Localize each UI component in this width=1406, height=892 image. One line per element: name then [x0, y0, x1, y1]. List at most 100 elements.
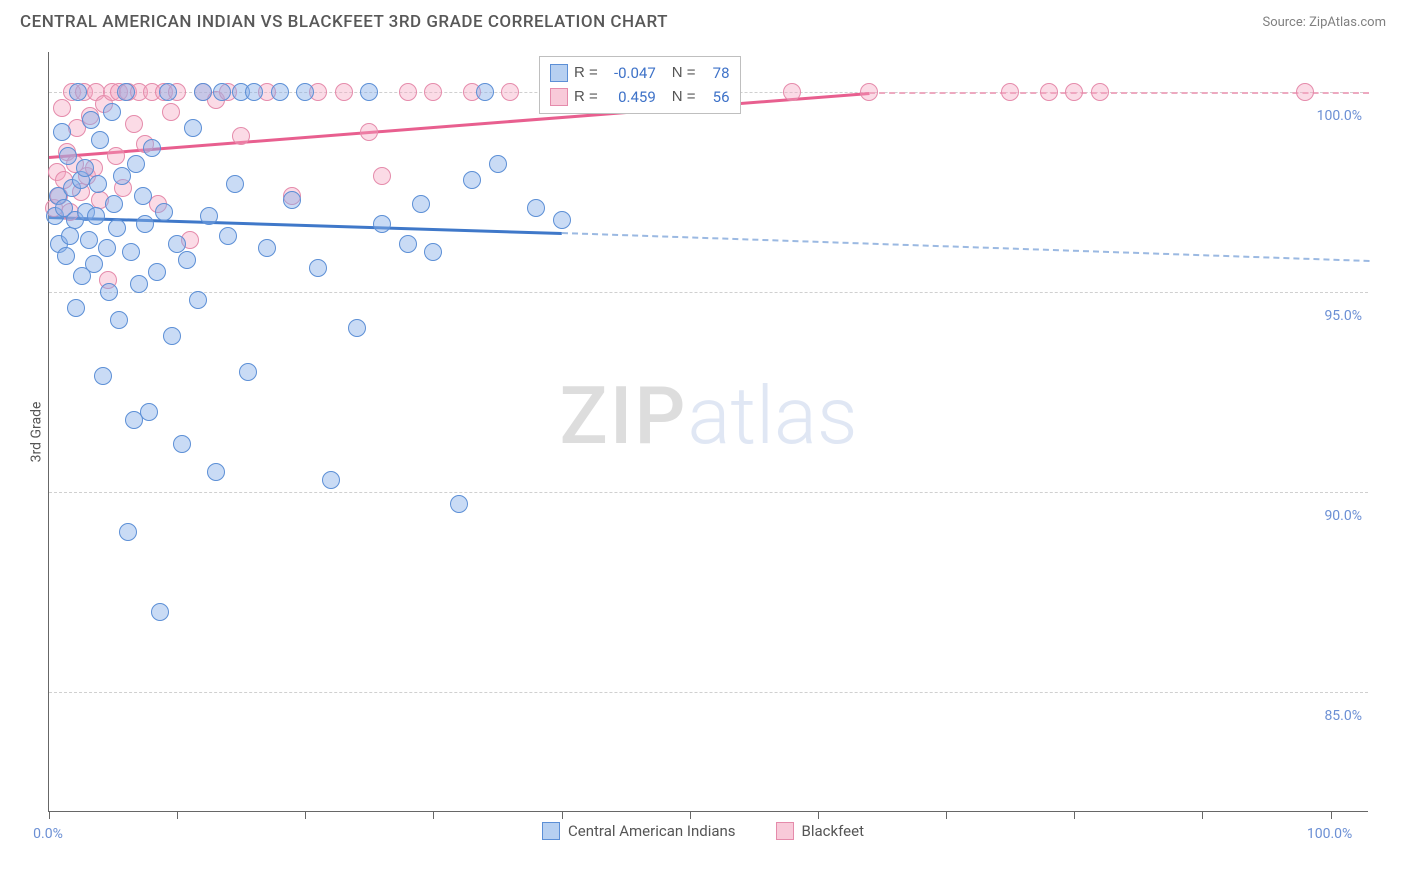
scatter-point-pink — [360, 123, 378, 141]
scatter-point-blue — [178, 251, 196, 269]
scatter-point-blue — [59, 147, 77, 165]
bottom-legend: Central American Indians Blackfeet — [0, 822, 1406, 840]
scatter-point-pink — [1065, 83, 1083, 101]
scatter-point-pink — [424, 83, 442, 101]
y-axis-label: 3rd Grade — [28, 402, 44, 463]
scatter-point-blue — [322, 471, 340, 489]
swatch-blue — [542, 822, 560, 840]
scatter-point-blue — [119, 523, 137, 541]
trendline-blue-dashed — [562, 232, 1369, 262]
y-tick-label: 90.0% — [1324, 508, 1362, 524]
scatter-point-blue — [373, 215, 391, 233]
x-tick — [946, 811, 947, 819]
scatter-point-blue — [476, 83, 494, 101]
scatter-point-blue — [82, 111, 100, 129]
scatter-point-pink — [125, 115, 143, 133]
stat-row-blue: R = -0.047 N = 78 — [550, 61, 730, 85]
scatter-point-blue — [57, 247, 75, 265]
scatter-point-pink — [373, 167, 391, 185]
scatter-point-blue — [69, 83, 87, 101]
scatter-point-blue — [110, 311, 128, 329]
scatter-point-pink — [860, 83, 878, 101]
scatter-point-blue — [140, 403, 158, 421]
scatter-point-blue — [553, 211, 571, 229]
x-tick — [305, 811, 306, 819]
scatter-point-pink — [162, 103, 180, 121]
scatter-point-blue — [91, 131, 109, 149]
scatter-point-blue — [489, 155, 507, 173]
scatter-point-blue — [151, 603, 169, 621]
correlation-stat-box: R = -0.047 N = 78 R = 0.459 N = 56 — [539, 56, 741, 114]
scatter-point-blue — [94, 367, 112, 385]
stat-row-pink: R = 0.459 N = 56 — [550, 85, 730, 109]
x-tick — [562, 811, 563, 819]
gridline-h — [49, 492, 1368, 493]
scatter-point-pink — [232, 127, 250, 145]
x-tick — [433, 811, 434, 819]
scatter-point-blue — [226, 175, 244, 193]
chart-plot-area: 85.0%90.0%95.0%100.0% ZIPatlas R = -0.04… — [48, 52, 1368, 812]
scatter-point-blue — [399, 235, 417, 253]
scatter-point-blue — [130, 275, 148, 293]
scatter-point-pink — [335, 83, 353, 101]
scatter-point-blue — [61, 227, 79, 245]
scatter-point-blue — [53, 123, 71, 141]
scatter-point-blue — [213, 83, 231, 101]
x-tick — [690, 811, 691, 819]
legend-label: Central American Indians — [568, 822, 736, 840]
scatter-point-blue — [108, 219, 126, 237]
watermark: ZIPatlas — [560, 369, 858, 463]
legend-item-pink: Blackfeet — [776, 822, 864, 840]
x-tick — [1074, 811, 1075, 819]
gridline-h — [49, 292, 1368, 293]
scatter-point-blue — [87, 207, 105, 225]
scatter-point-pink — [1001, 83, 1019, 101]
legend-label: Blackfeet — [802, 822, 864, 840]
x-tick — [818, 811, 819, 819]
scatter-point-blue — [412, 195, 430, 213]
scatter-point-blue — [527, 199, 545, 217]
scatter-point-blue — [76, 159, 94, 177]
x-tick-label: 100.0% — [1307, 826, 1352, 842]
scatter-point-blue — [80, 231, 98, 249]
x-tick-label: 0.0% — [33, 826, 63, 842]
x-tick — [1331, 811, 1332, 819]
chart-source: Source: ZipAtlas.com — [1262, 15, 1386, 30]
y-tick-label: 95.0% — [1324, 308, 1362, 324]
legend-item-blue: Central American Indians — [542, 822, 736, 840]
scatter-point-pink — [107, 147, 125, 165]
x-tick — [177, 811, 178, 819]
scatter-point-blue — [360, 83, 378, 101]
scatter-point-pink — [53, 99, 71, 117]
x-tick — [49, 811, 50, 819]
scatter-point-blue — [85, 255, 103, 273]
scatter-point-blue — [103, 103, 121, 121]
scatter-point-blue — [100, 283, 118, 301]
swatch-blue — [550, 64, 568, 82]
scatter-point-pink — [783, 83, 801, 101]
x-tick — [1202, 811, 1203, 819]
scatter-point-blue — [159, 83, 177, 101]
scatter-point-blue — [173, 435, 191, 453]
scatter-point-blue — [200, 207, 218, 225]
scatter-point-blue — [117, 83, 135, 101]
scatter-point-blue — [194, 83, 212, 101]
trendline-pink-dashed — [869, 92, 1369, 94]
scatter-point-blue — [67, 299, 85, 317]
scatter-point-blue — [348, 319, 366, 337]
scatter-point-blue — [148, 263, 166, 281]
scatter-point-blue — [296, 83, 314, 101]
scatter-point-blue — [122, 243, 140, 261]
scatter-point-pink — [1091, 83, 1109, 101]
swatch-pink — [550, 88, 568, 106]
scatter-point-pink — [501, 83, 519, 101]
scatter-point-blue — [155, 203, 173, 221]
scatter-point-pink — [1296, 83, 1314, 101]
scatter-point-pink — [1040, 83, 1058, 101]
scatter-point-blue — [239, 363, 257, 381]
scatter-point-blue — [189, 291, 207, 309]
scatter-point-pink — [399, 83, 417, 101]
scatter-point-blue — [143, 139, 161, 157]
scatter-point-blue — [245, 83, 263, 101]
scatter-point-blue — [258, 239, 276, 257]
